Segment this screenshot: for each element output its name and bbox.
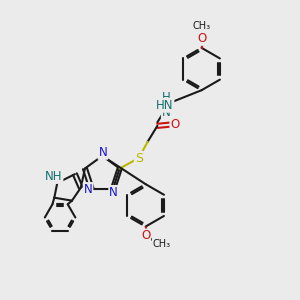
Text: N: N bbox=[109, 186, 118, 199]
Text: O: O bbox=[141, 230, 150, 242]
Text: N: N bbox=[98, 146, 107, 159]
Text: NH: NH bbox=[45, 170, 62, 183]
Text: S: S bbox=[135, 152, 143, 165]
Text: N: N bbox=[84, 183, 92, 196]
Text: CH₃: CH₃ bbox=[193, 21, 211, 31]
Text: CH₃: CH₃ bbox=[153, 238, 171, 249]
Text: H
N: H N bbox=[162, 91, 171, 119]
Text: O: O bbox=[197, 32, 206, 45]
Text: HN: HN bbox=[156, 99, 173, 112]
Text: O: O bbox=[170, 118, 180, 131]
